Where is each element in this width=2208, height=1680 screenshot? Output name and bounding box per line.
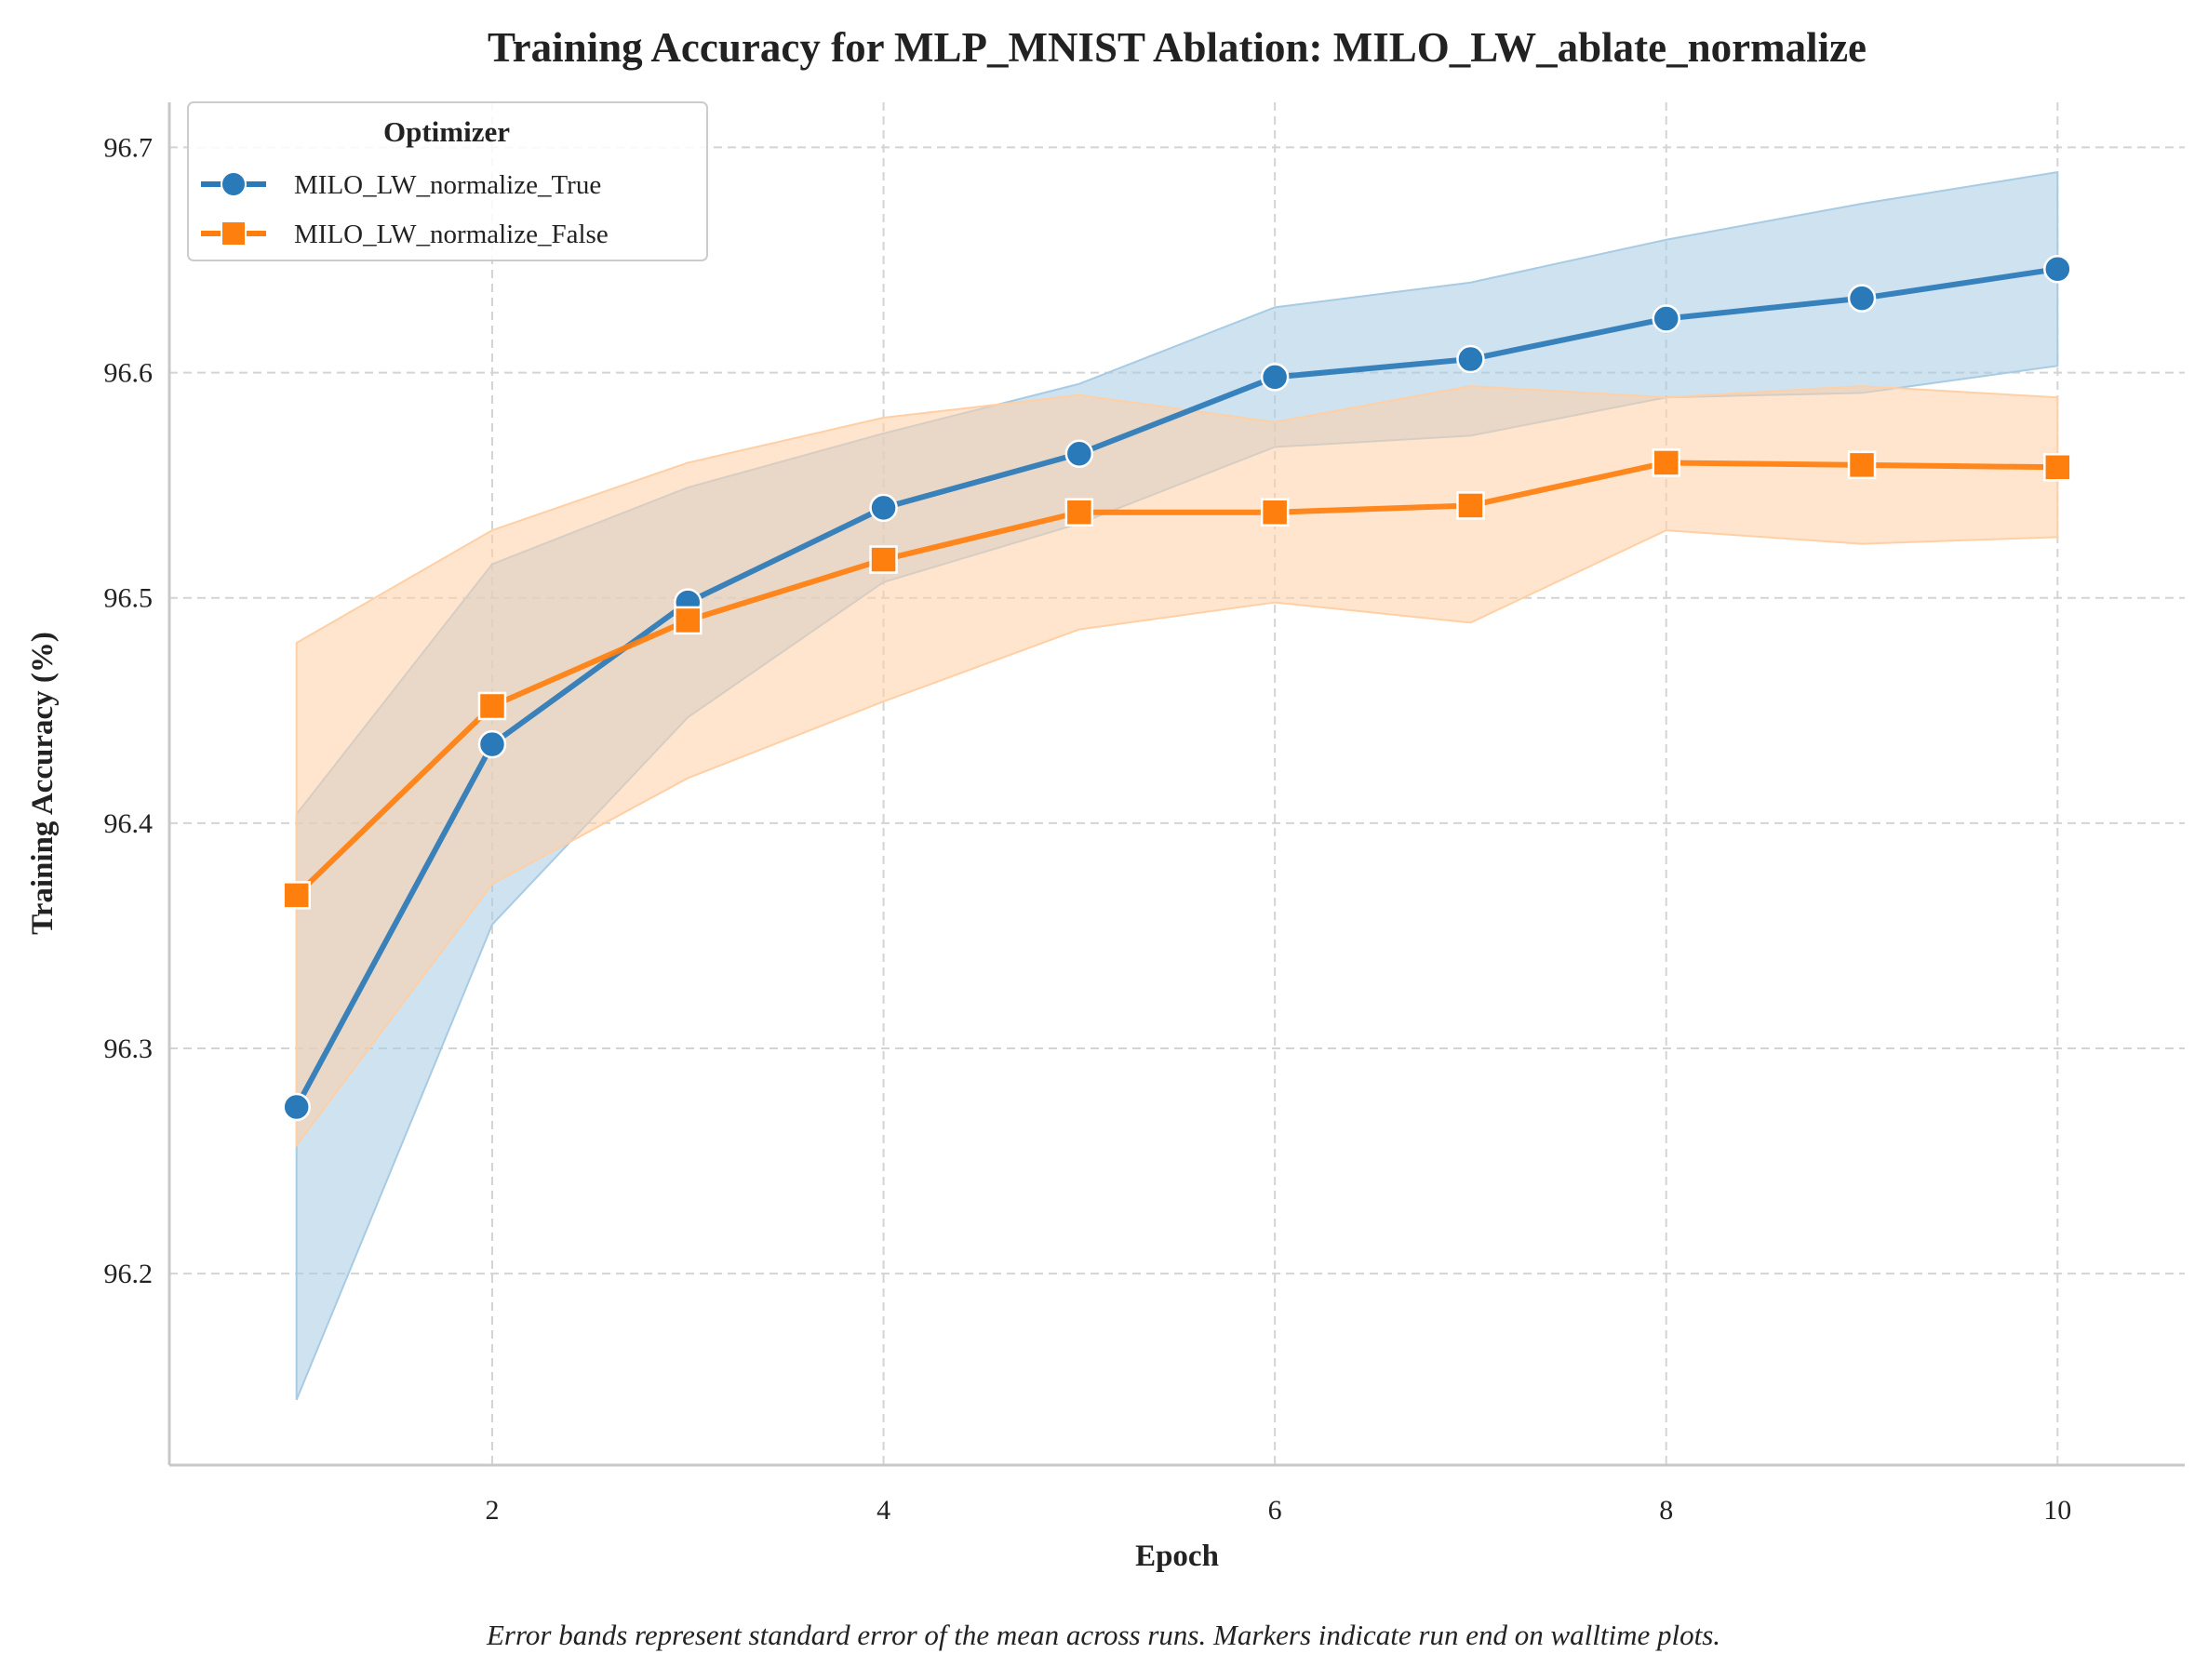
y-tick-label: 96.7 xyxy=(104,132,154,163)
data-point xyxy=(1064,439,1094,469)
y-tick-label: 96.2 xyxy=(104,1259,154,1289)
data-point xyxy=(282,1092,311,1122)
data-point xyxy=(1652,304,1680,333)
x-axis-label: Epoch xyxy=(1135,1540,1219,1573)
legend-entries: MILO_LW_normalize_True MILO_LW_normalize_… xyxy=(201,170,609,249)
data-point xyxy=(1456,491,1485,520)
data-point xyxy=(869,545,898,574)
chart-title: Training Accuracy for MLP_MNIST Ablation… xyxy=(488,24,1867,71)
error-band-1 xyxy=(295,385,2059,1149)
legend-label: MILO_LW_normalize_True xyxy=(294,170,601,200)
data-point xyxy=(1260,498,1290,527)
legend: Optimizer MILO_LW_normalize_TrueMILO_LW_… xyxy=(187,101,708,261)
y-tick-label: 96.3 xyxy=(104,1033,154,1064)
data-point xyxy=(2043,453,2072,482)
data-point xyxy=(674,606,703,635)
data-point xyxy=(869,493,898,523)
legend-marker xyxy=(221,220,247,247)
x-tick-label: 6 xyxy=(1268,1495,1282,1526)
data-point xyxy=(1652,448,1680,477)
x-tick-labels: 2 4 6 8 10 xyxy=(485,1495,2071,1526)
data-point xyxy=(2043,254,2072,284)
legend-marker xyxy=(221,171,247,197)
data-point xyxy=(1260,363,1290,392)
data-point xyxy=(1847,450,1877,480)
axes xyxy=(167,102,2185,1467)
error-bands xyxy=(295,170,2059,1401)
legend-label: MILO_LW_normalize_False xyxy=(294,220,609,249)
data-point xyxy=(1847,284,1877,313)
legend-title: Optimizer xyxy=(383,115,510,148)
data-point xyxy=(282,881,311,910)
x-tick-label: 4 xyxy=(877,1495,890,1526)
x-tick-label: 8 xyxy=(1659,1495,1673,1526)
legend-box xyxy=(187,101,708,261)
chart-caption: Error bands represent standard error of … xyxy=(486,1619,1720,1651)
y-tick-label: 96.4 xyxy=(104,808,154,839)
series-markers xyxy=(282,254,2072,1122)
y-axis-label: Training Accuracy (%) xyxy=(26,632,60,935)
data-point xyxy=(1064,498,1094,527)
data-point xyxy=(1456,344,1485,374)
y-tick-label: 96.6 xyxy=(104,358,154,389)
x-tick-label: 10 xyxy=(2043,1495,2071,1526)
series-line-0 xyxy=(294,266,2058,1109)
series-line-1 xyxy=(294,460,2058,898)
series-lines xyxy=(294,266,2058,1109)
data-point xyxy=(477,729,507,759)
y-tick-label: 96.5 xyxy=(104,583,154,614)
x-tick-label: 2 xyxy=(485,1495,499,1526)
data-point xyxy=(477,691,507,721)
y-tick-labels: 96.2 96.3 96.4 96.5 96.6 96.7 xyxy=(104,132,154,1289)
